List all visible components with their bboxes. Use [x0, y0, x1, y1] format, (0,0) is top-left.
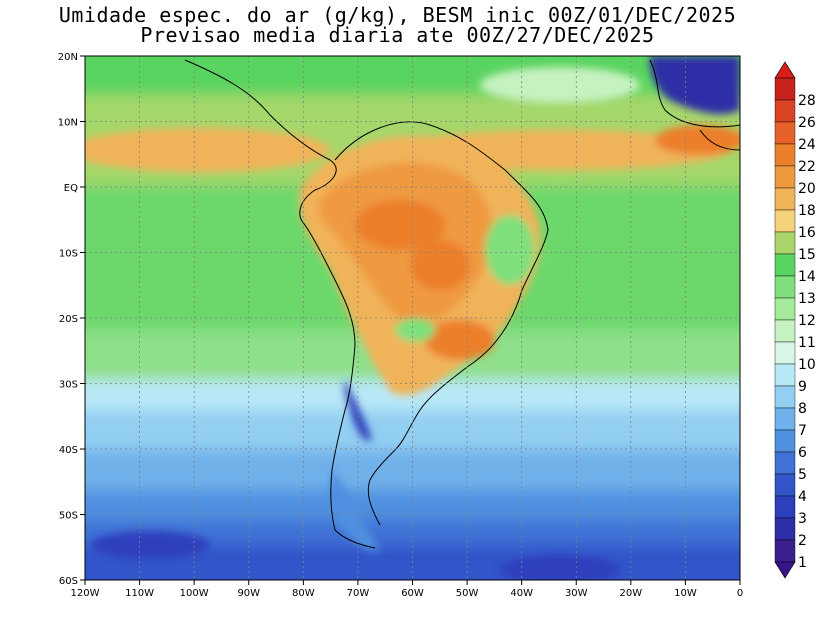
lat-tick-label: 40S	[59, 445, 78, 456]
colorbar-label: 13	[798, 291, 816, 307]
coastlines	[184, 59, 740, 549]
lon-tick-label: 60W	[401, 588, 424, 599]
colorbar-swatch	[774, 77, 796, 101]
colorbar-label: 2	[798, 533, 807, 549]
colorbar-swatch	[774, 385, 796, 409]
lon-tick-label: 40W	[510, 588, 533, 599]
chart-title: Umidade espec. do ar (g/kg), BESM inic 0…	[58, 3, 737, 27]
colorbar-swatch	[774, 451, 796, 475]
colorbar-label: 1	[798, 555, 807, 571]
lat-tick-label: 10N	[58, 118, 78, 129]
latitude-axis: 20N 10N EQ 10S 20S 30S 40S 50S 60S	[58, 52, 85, 587]
colorbar-label: 8	[798, 401, 807, 417]
colorbar-label: 26	[798, 115, 816, 131]
colorbar-swatch	[774, 275, 796, 299]
lat-tick-label: 50S	[59, 511, 78, 522]
chart-subtitle: Previsao media diaria ate 00Z/27/DEC/202…	[140, 23, 655, 47]
colorbar-label: 12	[798, 313, 816, 329]
colorbar-bottom-arrow	[774, 561, 796, 579]
colorbar-swatch	[774, 473, 796, 497]
lon-tick-label: 0	[737, 588, 743, 599]
colorbar-swatch	[774, 231, 796, 255]
lon-tick-label: 90W	[237, 588, 260, 599]
colorbar-label: 6	[798, 445, 807, 461]
colorbar-swatch	[774, 165, 796, 189]
lon-tick-label: 20W	[620, 588, 643, 599]
colorbar-swatch	[774, 495, 796, 519]
colorbar-swatch	[774, 319, 796, 343]
colorbar-swatch	[774, 99, 796, 123]
colorbar-label: 3	[798, 511, 807, 527]
colorbar-label: 22	[798, 159, 816, 175]
colorbar-swatch	[774, 187, 796, 211]
lon-tick-label: 120W	[71, 588, 100, 599]
colorbar-swatch	[774, 341, 796, 365]
colorbar-label: 20	[798, 181, 816, 197]
colorbar-swatch	[774, 429, 796, 453]
lon-tick-label: 70W	[347, 588, 370, 599]
lat-tick-label: 10S	[59, 249, 78, 260]
colorbar-label: 11	[798, 335, 816, 351]
longitude-axis: 120W 110W 100W 90W 80W 70W 60W 50W 40W 30W 20W 10W 0	[71, 580, 743, 599]
colorbar-swatch	[774, 209, 796, 233]
lon-tick-label: 110W	[125, 588, 154, 599]
lon-tick-label: 80W	[292, 588, 315, 599]
colorbar-label: 7	[798, 423, 807, 439]
colorbar-label: 14	[798, 269, 816, 285]
colorbar-swatch	[774, 253, 796, 277]
colorbar-label: 5	[798, 467, 807, 483]
colorbar-swatch	[774, 297, 796, 321]
colorbar-label: 15	[798, 247, 816, 263]
lat-tick-label: 30S	[59, 380, 78, 391]
lon-tick-label: 50W	[456, 588, 479, 599]
lat-tick-label: 60S	[59, 576, 78, 587]
lat-tick-label: EQ	[64, 183, 78, 194]
colorbar-label: 4	[798, 489, 807, 505]
colorbar-swatch	[774, 121, 796, 145]
lat-tick-label: 20N	[58, 52, 78, 63]
colorbar: 28 26 24 22 20 18 16 15 14 13 12 11 10 9 8 7 6 5 4 3 2 1	[774, 61, 816, 579]
colorbar-swatch	[774, 143, 796, 167]
colorbar-label: 18	[798, 203, 816, 219]
colorbar-label: 24	[798, 137, 816, 153]
colorbar-label: 28	[798, 93, 816, 109]
colorbar-label: 10	[798, 357, 816, 373]
lon-tick-label: 100W	[180, 588, 209, 599]
colorbar-label: 9	[798, 379, 807, 395]
lat-tick-label: 20S	[59, 314, 78, 325]
graticule	[85, 56, 740, 580]
colorbar-swatch	[774, 539, 796, 563]
lon-tick-label: 10W	[674, 588, 697, 599]
colorbar-top-arrow	[774, 61, 796, 79]
colorbar-swatch	[774, 363, 796, 387]
colorbar-label: 16	[798, 225, 816, 241]
colorbar-swatch	[774, 407, 796, 431]
colorbar-swatch	[774, 517, 796, 541]
humidity-field	[85, 56, 740, 580]
lon-tick-label: 30W	[565, 588, 588, 599]
